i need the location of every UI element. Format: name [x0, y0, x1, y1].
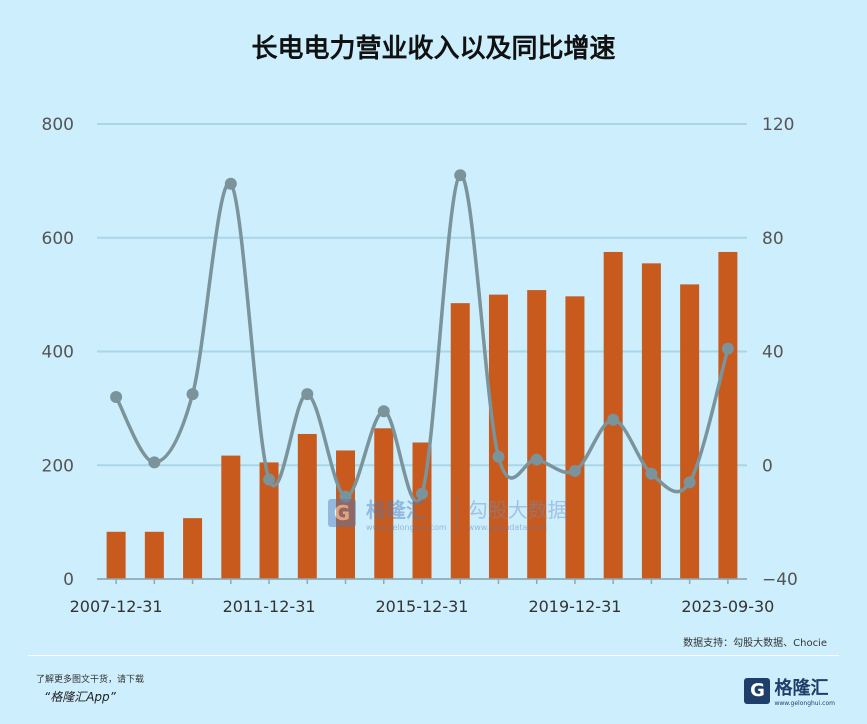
watermark-brand: 格隆汇 www.gelonghui.com — [366, 498, 447, 532]
growth-point — [416, 487, 428, 500]
source-note: 数据支持：勾股大数据、Chocie — [683, 638, 827, 649]
bar — [565, 296, 585, 579]
x-tick-label: 2011-12-31 — [223, 597, 316, 616]
bar — [183, 518, 203, 579]
bar — [641, 263, 661, 579]
y-left-tick-label: 0 — [63, 570, 74, 590]
y-right-tick-label: 120 — [762, 115, 794, 135]
growth-point — [530, 453, 543, 466]
y-right-tick-label: −40 — [762, 570, 798, 590]
y-axis-left: 0 200 400 600 800 — [42, 115, 74, 590]
bar — [527, 290, 547, 579]
growth-line — [114, 173, 730, 504]
footer-divider — [28, 655, 839, 656]
bar — [488, 294, 508, 579]
growth-point — [148, 456, 161, 469]
bar — [680, 284, 700, 579]
growth-point — [454, 169, 467, 182]
bar — [718, 251, 738, 579]
growth-point — [683, 476, 696, 489]
growth-point — [377, 405, 390, 418]
growth-point — [492, 450, 505, 463]
watermark: G 格隆汇 www.gelonghui.com 勾股大数据 www.goguda… — [328, 494, 568, 532]
bar — [336, 450, 356, 579]
growth-point — [301, 388, 314, 401]
y-right-tick-label: 0 — [762, 456, 773, 476]
bar — [297, 433, 317, 579]
watermark-logo-icon: G — [328, 499, 356, 527]
x-tick-label: 2023-09-30 — [681, 597, 774, 616]
x-axis: 2007-12-31 2011-12-31 2015-12-31 2019-12-31… — [70, 578, 774, 616]
growth-point — [721, 342, 734, 355]
promo-app-name: “格隆汇App” — [44, 690, 116, 704]
x-tick-label: 2015-12-31 — [376, 597, 469, 616]
bar — [221, 455, 241, 579]
brand-logo-icon: G — [744, 677, 771, 704]
promo-text: 了解更多图文干货，请下载 — [36, 675, 145, 685]
growth-point — [607, 413, 620, 426]
watermark-text: 勾股大数据 www.gogudata.com — [467, 498, 568, 532]
y-left-tick-label: 800 — [42, 115, 74, 135]
growth-point — [645, 467, 658, 480]
growth-point — [339, 490, 352, 503]
growth-point — [224, 177, 237, 190]
y-left-tick-label: 600 — [42, 229, 74, 249]
x-tick-label: 2019-12-31 — [528, 597, 621, 616]
y-right-tick-label: 40 — [762, 343, 784, 363]
x-tick-label: 2007-12-31 — [70, 597, 163, 616]
brand-logo-text: 格隆汇 www.gelonghui.com — [774, 678, 835, 707]
y-right-tick-label: 80 — [762, 229, 784, 249]
bar-series — [106, 251, 738, 579]
y-axis-right: −40 0 40 80 120 — [762, 115, 798, 590]
chart-title: 长电电力营业收入以及同比增速 — [251, 34, 616, 64]
growth-point — [568, 464, 581, 477]
bar — [450, 303, 470, 579]
y-left-tick-label: 400 — [42, 343, 74, 363]
growth-point — [110, 391, 123, 403]
bar — [259, 462, 279, 579]
bar — [106, 531, 126, 579]
bar — [144, 531, 164, 579]
growth-point — [263, 473, 276, 486]
watermark-divider — [456, 495, 458, 531]
y-left-tick-label: 200 — [42, 456, 74, 476]
line-series — [110, 169, 734, 504]
bar — [374, 428, 394, 579]
growth-point — [186, 388, 199, 401]
brand-logo: G 格隆汇 www.gelonghui.com — [744, 674, 835, 707]
